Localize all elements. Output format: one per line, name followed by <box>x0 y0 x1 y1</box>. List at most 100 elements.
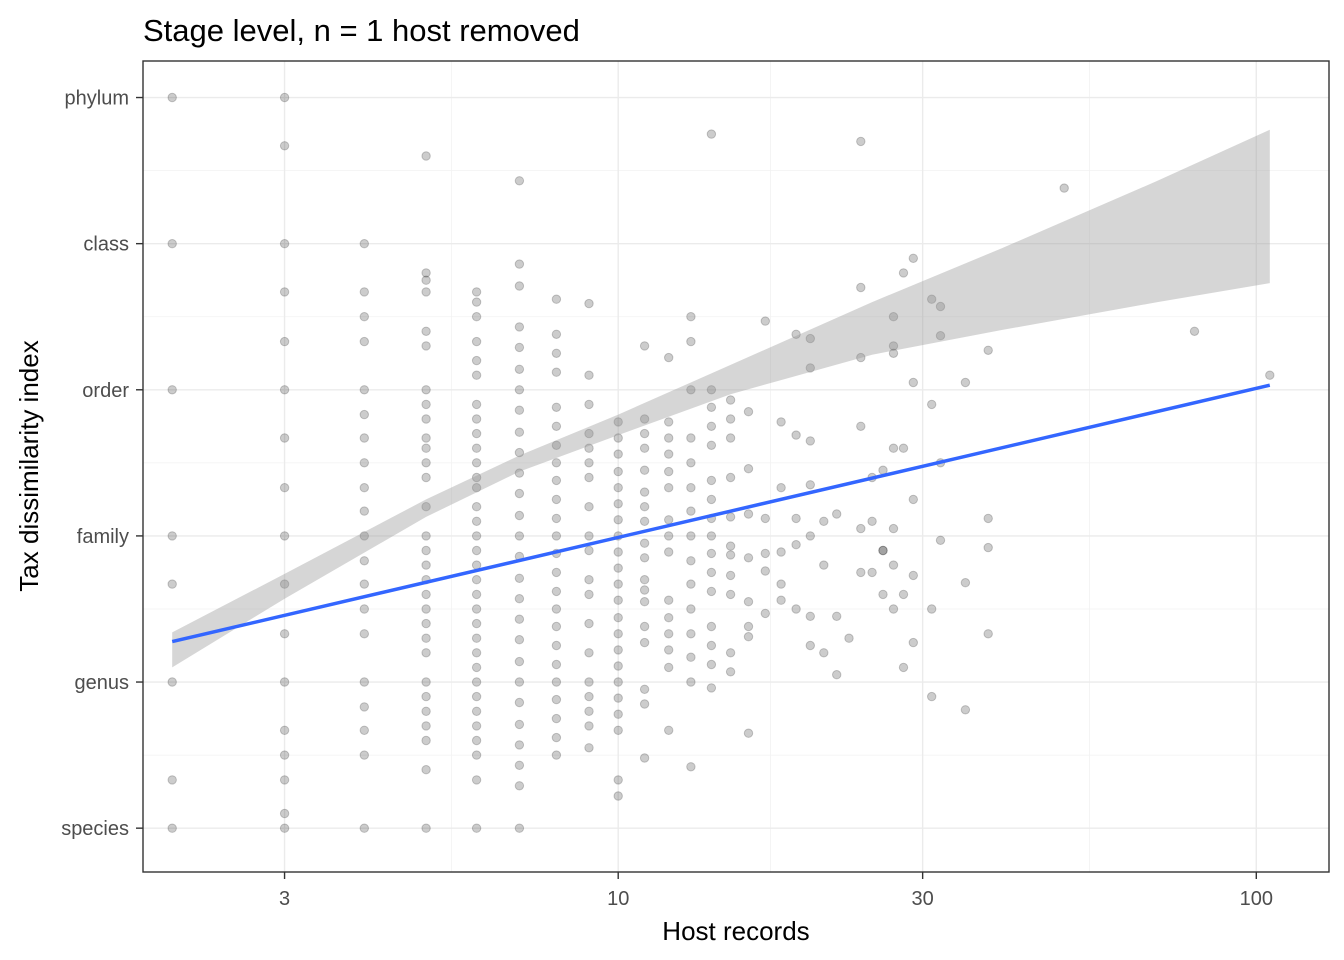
data-point <box>664 466 674 477</box>
data-point <box>706 640 717 651</box>
data-point <box>514 531 525 541</box>
data-point <box>664 352 674 363</box>
data-point <box>471 662 482 673</box>
data-point <box>888 312 899 322</box>
data-point <box>551 586 562 597</box>
data-point <box>743 509 754 519</box>
data-point <box>359 385 369 395</box>
data-point <box>960 377 971 388</box>
data-point <box>805 611 815 621</box>
data-point <box>551 677 562 687</box>
data-point <box>819 516 829 526</box>
data-point <box>551 713 562 724</box>
data-point <box>908 253 918 263</box>
data-point <box>776 547 786 557</box>
data-point <box>639 597 650 607</box>
data-point <box>514 573 525 583</box>
data-point <box>514 281 525 291</box>
data-point <box>359 556 369 566</box>
data-point <box>639 538 650 548</box>
data-point <box>584 458 594 468</box>
data-point <box>514 447 525 458</box>
data-point <box>725 512 736 522</box>
data-point <box>421 414 431 424</box>
data-point <box>421 648 431 658</box>
data-point <box>514 468 525 478</box>
data-point <box>878 545 888 556</box>
data-point <box>421 545 431 556</box>
data-point <box>359 677 369 687</box>
data-point <box>584 589 594 600</box>
y-tick-label: class <box>83 234 129 256</box>
data-point <box>639 637 650 648</box>
data-point <box>686 483 696 493</box>
data-point <box>613 775 623 785</box>
data-point <box>760 566 770 576</box>
data-point <box>584 575 594 585</box>
data-point <box>421 433 431 443</box>
data-point <box>584 298 594 309</box>
data-point <box>551 621 562 632</box>
data-point <box>1189 326 1200 336</box>
data-point <box>584 691 594 702</box>
data-point <box>421 765 431 775</box>
data-point <box>706 129 717 139</box>
data-point <box>639 465 650 475</box>
data-point <box>613 579 623 589</box>
data-point <box>639 428 650 439</box>
data-points <box>167 92 1275 833</box>
data-point <box>471 691 482 702</box>
data-point <box>725 433 736 443</box>
data-point <box>805 363 815 373</box>
data-point <box>760 316 770 326</box>
data-point <box>791 540 801 550</box>
data-point <box>421 633 431 643</box>
data-point <box>832 509 842 519</box>
data-point <box>584 721 594 731</box>
data-point <box>613 791 623 801</box>
data-point <box>279 579 290 589</box>
x-axis-title: Host records <box>662 916 809 946</box>
data-point <box>359 604 369 614</box>
data-point <box>639 487 650 497</box>
data-point <box>686 531 696 541</box>
data-point <box>743 407 754 417</box>
data-point <box>551 567 562 578</box>
data-point <box>613 466 623 477</box>
data-point <box>725 589 736 600</box>
data-point <box>514 594 525 604</box>
data-point <box>613 693 623 703</box>
data-point <box>725 395 736 405</box>
data-point <box>613 661 623 671</box>
data-point <box>471 677 482 687</box>
data-point <box>551 732 562 743</box>
data-point <box>471 618 482 629</box>
data-point <box>359 531 369 541</box>
data-point <box>551 348 562 358</box>
data-point <box>551 475 562 486</box>
data-point <box>471 312 482 322</box>
data-point <box>908 377 918 388</box>
data-point <box>421 531 431 541</box>
data-point <box>639 502 650 512</box>
data-point <box>471 604 482 614</box>
data-point <box>776 595 786 605</box>
data-point <box>639 414 650 424</box>
data-point <box>867 567 877 578</box>
data-point <box>856 421 866 431</box>
data-point <box>686 312 696 322</box>
data-point <box>639 621 650 632</box>
data-point <box>664 515 674 525</box>
data-point <box>359 287 369 297</box>
data-point <box>706 440 717 450</box>
data-point <box>706 567 717 578</box>
data-point <box>471 414 482 424</box>
data-point <box>878 545 888 556</box>
data-point <box>908 637 918 648</box>
data-point <box>514 259 525 269</box>
data-point <box>279 92 290 103</box>
data-point <box>279 336 290 347</box>
data-point <box>471 775 482 785</box>
data-point <box>706 475 717 486</box>
data-point <box>664 662 674 673</box>
